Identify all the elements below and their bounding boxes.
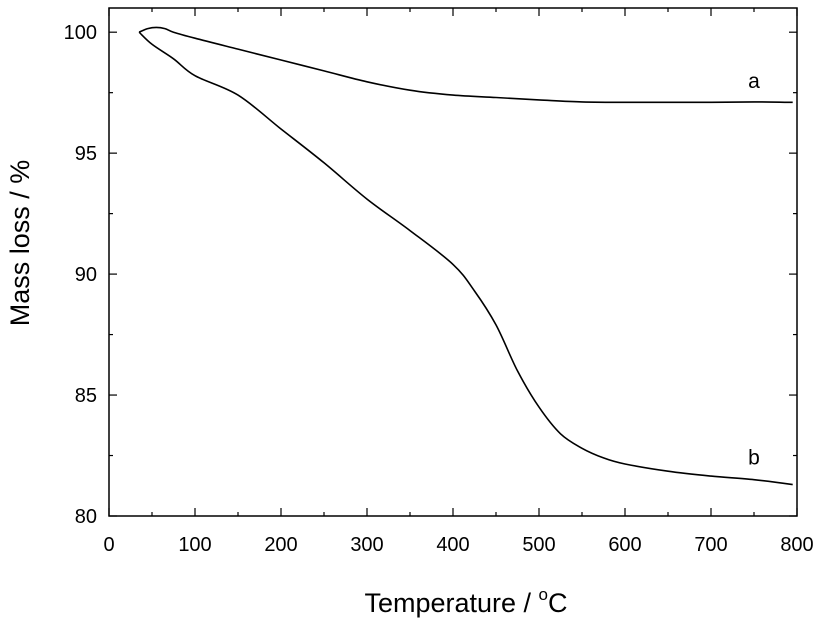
x-tick-label: 0 xyxy=(103,534,114,556)
x-tick-label: 400 xyxy=(436,534,469,556)
y-tick-label: 85 xyxy=(75,385,97,407)
y-tick-label: 100 xyxy=(64,22,97,44)
x-axis-label: Temperature / oC xyxy=(364,585,567,618)
x-tick-label: 800 xyxy=(780,534,813,556)
y-tick-label: 90 xyxy=(75,264,97,286)
y-axis-ticks: 80 85 90 95 100 xyxy=(64,22,797,528)
x-tick-label: 300 xyxy=(350,534,383,556)
x-tick-label: 200 xyxy=(264,534,297,556)
x-tick-label: 500 xyxy=(522,534,555,556)
y-tick-label: 95 xyxy=(75,143,97,165)
y-axis-label: Mass loss / % xyxy=(5,160,35,327)
x-axis-ticks: 0 100 200 300 400 500 600 700 800 xyxy=(103,8,814,556)
x-tick-label: 100 xyxy=(178,534,211,556)
y-tick-label: 80 xyxy=(75,506,97,528)
x-tick-label: 600 xyxy=(608,534,641,556)
series-label-b: b xyxy=(748,447,760,470)
x-tick-label: 700 xyxy=(694,534,727,556)
series-label-a: a xyxy=(748,70,760,93)
series-line-a xyxy=(138,26,793,104)
plot-frame xyxy=(108,7,798,517)
series-labels: ab xyxy=(748,70,760,470)
series-layer xyxy=(138,26,793,486)
series-line-b xyxy=(138,31,793,486)
